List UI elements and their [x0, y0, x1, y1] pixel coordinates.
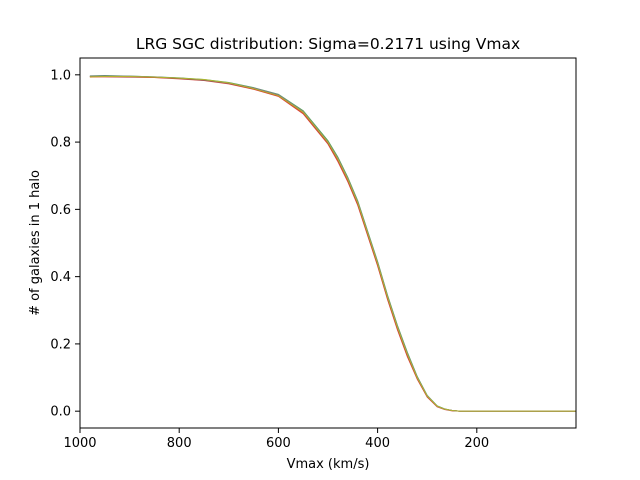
y-tick-label: 0.4 [50, 270, 71, 285]
x-tick-label: 400 [365, 436, 390, 451]
x-axis-ticks: 1000 800 600 400 200 [63, 428, 489, 451]
x-tick-label: 1000 [63, 436, 96, 451]
chart-title: LRG SGC distribution: Sigma=0.2171 using… [136, 35, 520, 53]
plot-lines [89, 74, 576, 412]
x-tick-label: 800 [167, 436, 192, 451]
x-axis-label: Vmax (km/s) [287, 457, 370, 472]
x-tick-label: 600 [266, 436, 291, 451]
y-axis-ticks: 0.0 0.2 0.4 0.6 0.8 1.0 [50, 68, 80, 420]
y-tick-label: 1.0 [50, 68, 71, 83]
y-tick-label: 0.0 [50, 405, 71, 420]
y-axis-label: # of galaxies in 1 halo [28, 170, 43, 316]
series-line-8 [89, 76, 576, 412]
x-tick-label: 200 [464, 436, 489, 451]
plot-frame [79, 57, 577, 429]
y-tick-label: 0.2 [50, 337, 71, 352]
y-tick-label: 0.8 [50, 136, 71, 151]
y-tick-label: 0.6 [50, 203, 71, 218]
